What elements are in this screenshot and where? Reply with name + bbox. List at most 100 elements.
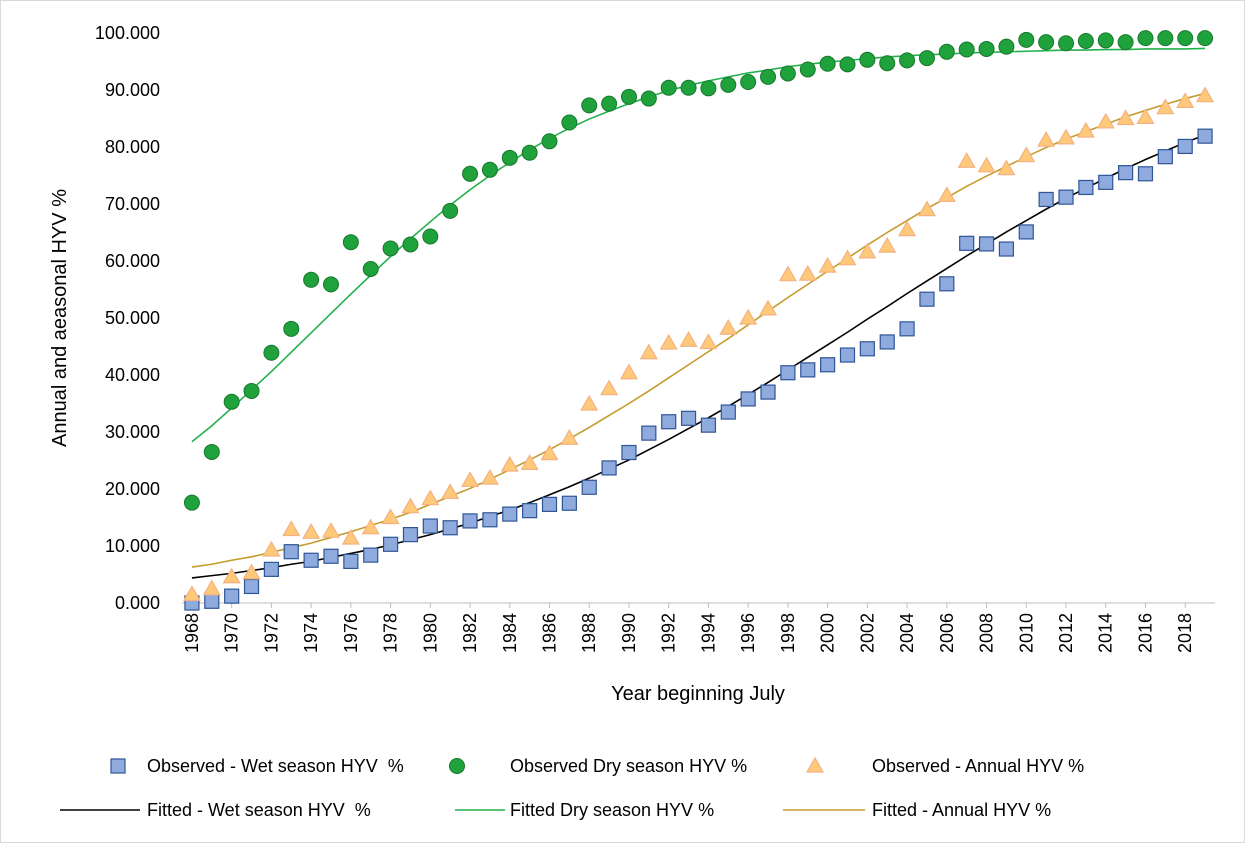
data-point — [1098, 174, 1114, 190]
x-tick-label: 1980 — [420, 613, 440, 653]
data-point — [1038, 34, 1055, 51]
data-point — [202, 579, 221, 596]
data-point — [1058, 35, 1075, 52]
data-point — [997, 159, 1016, 176]
data-point — [661, 414, 677, 430]
data-point — [760, 68, 777, 85]
data-point — [521, 144, 538, 161]
data-point — [501, 149, 518, 166]
data-point — [502, 506, 518, 522]
data-point — [1118, 165, 1134, 181]
data-point — [462, 513, 478, 529]
data-point — [878, 236, 897, 253]
x-tick-label: 1990 — [619, 613, 639, 653]
x-tick-label: 2004 — [897, 613, 917, 653]
data-point — [839, 56, 856, 73]
y-tick-label: 40.000 — [105, 365, 160, 385]
data-point — [917, 200, 936, 217]
data-point — [700, 80, 717, 97]
data-point — [204, 593, 220, 609]
data-point — [740, 391, 756, 407]
data-point — [859, 51, 876, 68]
data-point — [660, 79, 677, 96]
data-point — [858, 242, 877, 259]
data-point — [1197, 128, 1213, 144]
y-tick-label: 70.000 — [105, 194, 160, 214]
data-point — [1136, 108, 1155, 124]
data-point — [481, 161, 498, 178]
data-point — [959, 235, 975, 251]
data-point — [899, 321, 915, 337]
data-point — [879, 334, 895, 350]
legend-label: Fitted Dry season HYV % — [510, 800, 714, 820]
x-tick-label: 2010 — [1016, 613, 1036, 653]
data-point — [601, 460, 617, 476]
data-point — [283, 544, 299, 560]
data-point — [1157, 30, 1174, 47]
data-point — [381, 508, 400, 525]
data-point — [402, 526, 419, 543]
x-tick-label: 2006 — [937, 613, 957, 653]
data-point — [938, 43, 955, 60]
data-point — [879, 55, 896, 72]
x-tick-label: 2008 — [977, 613, 997, 653]
data-point — [581, 97, 598, 114]
data-point — [303, 271, 320, 288]
x-tick-label: 1994 — [698, 613, 718, 653]
data-point — [640, 90, 657, 107]
data-point — [362, 260, 379, 277]
data-point — [282, 520, 301, 537]
data-point — [560, 429, 579, 445]
data-point — [939, 276, 955, 292]
x-tick-label: 1992 — [659, 613, 679, 653]
data-point — [859, 341, 875, 357]
data-point — [779, 65, 796, 82]
x-tick-label: 1972 — [261, 613, 281, 653]
data-point — [1096, 112, 1115, 129]
data-point — [540, 444, 559, 461]
data-point — [441, 483, 460, 500]
data-point — [522, 503, 538, 519]
data-point — [899, 52, 916, 69]
data-point — [937, 186, 956, 203]
data-point — [1037, 130, 1056, 147]
data-point — [263, 561, 279, 577]
data-point — [1137, 30, 1154, 47]
data-point — [361, 518, 380, 535]
data-point — [957, 152, 976, 168]
data-point — [619, 363, 639, 380]
data-point — [203, 443, 220, 460]
data-point — [820, 357, 836, 373]
data-point — [958, 41, 975, 58]
data-point — [1078, 179, 1094, 196]
y-tick-label: 30.000 — [105, 422, 160, 442]
data-point — [401, 497, 420, 514]
x-tick-label: 2018 — [1175, 613, 1195, 653]
data-point — [363, 547, 379, 563]
data-point — [343, 553, 359, 569]
data-point — [462, 165, 479, 182]
legend-label: Observed - Annual HYV % — [872, 756, 1084, 776]
x-tick-label: 1982 — [460, 613, 480, 653]
legend-marker — [805, 756, 825, 773]
data-point — [1197, 30, 1214, 47]
data-point — [323, 548, 339, 564]
data-point — [620, 88, 637, 105]
legend-label: Observed - Wet season HYV % — [147, 756, 404, 776]
data-point — [461, 471, 480, 488]
data-point — [621, 444, 637, 461]
x-tick-label: 1988 — [579, 613, 599, 653]
data-point — [283, 320, 300, 337]
data-point — [639, 343, 658, 360]
data-point — [1196, 86, 1215, 103]
data-point — [600, 379, 619, 396]
data-point — [263, 344, 280, 361]
data-point — [1038, 191, 1054, 208]
data-point — [421, 489, 440, 506]
x-tick-label: 2016 — [1135, 613, 1155, 653]
x-tick-label: 1998 — [778, 613, 798, 653]
legend-label: Fitted - Annual HYV % — [872, 800, 1051, 820]
data-point — [223, 393, 240, 410]
y-tick-label: 0.000 — [115, 593, 160, 613]
